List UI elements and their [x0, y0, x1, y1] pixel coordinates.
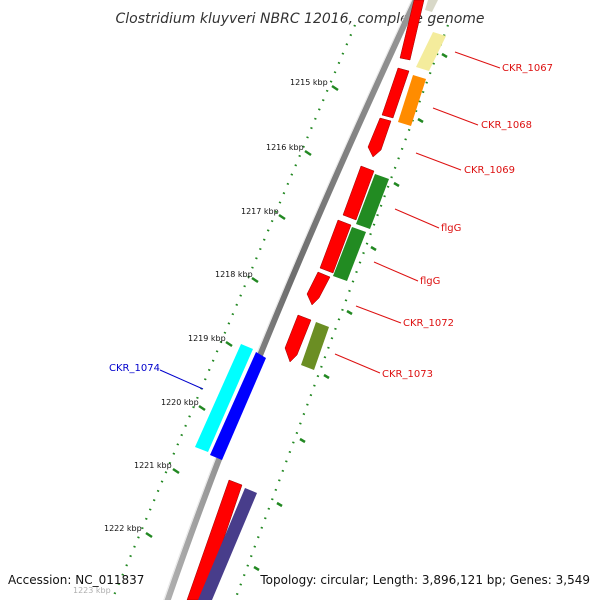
tick-mark: [278, 213, 286, 221]
outer-ticks: [145, 84, 339, 539]
tick-mark: [304, 149, 312, 157]
tick-mark: [145, 531, 153, 539]
tick-mark: [417, 117, 424, 124]
callout-line: [159, 369, 204, 390]
tick-mark: [299, 437, 306, 444]
genome-summary-text: Topology: circular; Length: 3,896,121 bp…: [260, 573, 590, 587]
genome-backbone: [164, 0, 419, 600]
outer-dotted-arc: [110, 24, 357, 600]
gene-label: CKR_1074: [109, 363, 160, 374]
gene-label: CKR_1073: [382, 369, 433, 380]
cog-track: [195, 0, 446, 600]
inner-dotted-arc: [233, 24, 450, 600]
gene-labels: CKR_1067 CKR_1068 CKR_1069 flgG flgG CKR…: [109, 63, 553, 380]
cog-feature: [416, 32, 446, 71]
callout-line: [415, 152, 462, 171]
map-title: Clostridium kluyveri NBRC 12016, complet…: [115, 11, 484, 27]
tick-mark: [251, 276, 259, 284]
tick-mark: [323, 373, 330, 380]
tick-label: 1217 kbp: [241, 207, 279, 216]
cog-feature: [195, 344, 253, 452]
tick-label: 1221 kbp: [134, 461, 172, 470]
callout-lines: [159, 51, 501, 390]
cds-feature: [319, 219, 352, 274]
callout-line: [394, 208, 440, 229]
tick-label: 1220 kbp: [161, 398, 199, 407]
tick-mark: [393, 181, 400, 188]
callout-line: [432, 107, 479, 126]
cds-feature: [342, 165, 375, 221]
tick-mark: [172, 467, 180, 475]
cds-feature: [186, 479, 243, 600]
cog-feature: [425, 0, 438, 12]
tick-mark: [225, 340, 233, 348]
cog-feature: [210, 352, 266, 460]
tick-mark: [198, 404, 206, 412]
tick-labels: 1215 kbp 1216 kbp 1217 kbp 1218 kbp 1219…: [73, 78, 328, 595]
tick-mark: [331, 84, 339, 92]
cds-feature: [284, 314, 312, 363]
tick-label: 1218 kbp: [215, 270, 253, 279]
tick-mark: [276, 501, 283, 508]
tick-label: 1222 kbp: [104, 524, 142, 533]
tick-label: 1216 kbp: [266, 143, 304, 152]
tick-mark: [253, 565, 260, 572]
cds-track-forward: [186, 0, 425, 600]
tick-label: 1219 kbp: [188, 334, 226, 343]
tick-label: 1223 kbp: [73, 586, 111, 595]
gene-label: CKR_1068: [481, 120, 532, 131]
cog-feature: [398, 75, 426, 126]
gene-label: CKR_1067: [502, 63, 553, 74]
cds-feature: [306, 271, 331, 306]
cds-feature: [381, 67, 410, 119]
gene-label: flgG: [420, 276, 440, 287]
callout-line: [334, 353, 381, 374]
callout-line: [355, 305, 402, 324]
cog-feature: [301, 322, 329, 370]
genome-backbone-highlight: [163, 0, 413, 600]
cds-feature: [367, 117, 392, 158]
cog-feature: [198, 488, 257, 600]
callout-line: [373, 261, 419, 282]
inner-ticks: [253, 52, 448, 572]
accession-text: Accession: NC_011837: [8, 573, 145, 587]
cds-feature: [399, 0, 425, 61]
cog-feature: [333, 227, 366, 281]
gene-label: CKR_1072: [403, 318, 454, 329]
callout-line: [454, 51, 501, 69]
tick-mark: [346, 309, 353, 316]
gene-label: flgG: [441, 223, 461, 234]
tick-mark: [370, 245, 377, 252]
cog-feature: [356, 174, 389, 229]
tick-label: 1215 kbp: [290, 78, 328, 87]
gene-label: CKR_1069: [464, 165, 515, 176]
tick-mark: [441, 52, 448, 59]
